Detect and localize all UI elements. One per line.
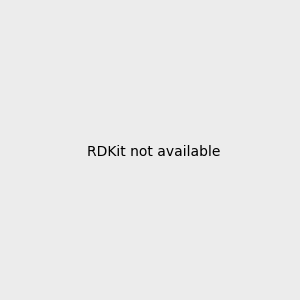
Text: RDKit not available: RDKit not available xyxy=(87,145,220,158)
